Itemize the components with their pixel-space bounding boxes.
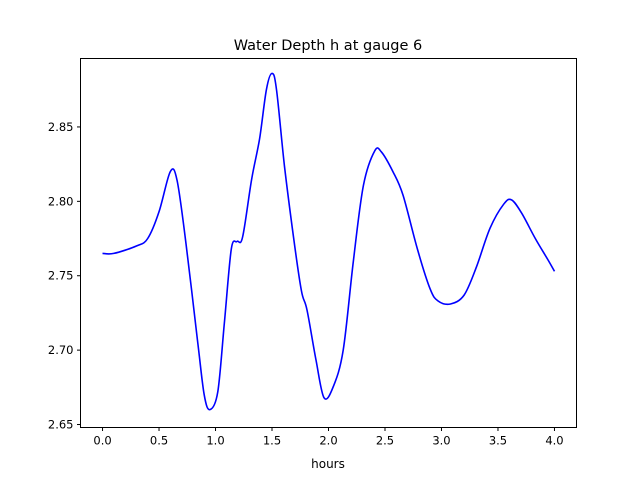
x-tick-label: 1.0 [206, 434, 224, 448]
x-tick-label: 2.5 [376, 434, 394, 448]
chart-title: Water Depth h at gauge 6 [234, 38, 422, 54]
y-tick-label: 2.70 [48, 343, 74, 357]
x-axis-label: hours [311, 457, 345, 471]
x-tick-label: 4.0 [545, 434, 563, 448]
x-tick-label: 1.5 [263, 434, 281, 448]
y-tick-label: 2.85 [48, 120, 74, 134]
y-tick-label: 2.65 [48, 418, 74, 432]
x-tick-label: 2.0 [319, 434, 337, 448]
y-tick-label: 2.75 [48, 269, 74, 283]
x-tick-label: 0.0 [93, 434, 111, 448]
x-tick-label: 3.0 [432, 434, 450, 448]
series-line-h [102, 72, 556, 411]
y-tick-label: 2.80 [48, 194, 74, 208]
x-tick-label: 0.5 [150, 434, 168, 448]
x-tick-label: 3.5 [489, 434, 507, 448]
plot-frame [80, 58, 577, 428]
